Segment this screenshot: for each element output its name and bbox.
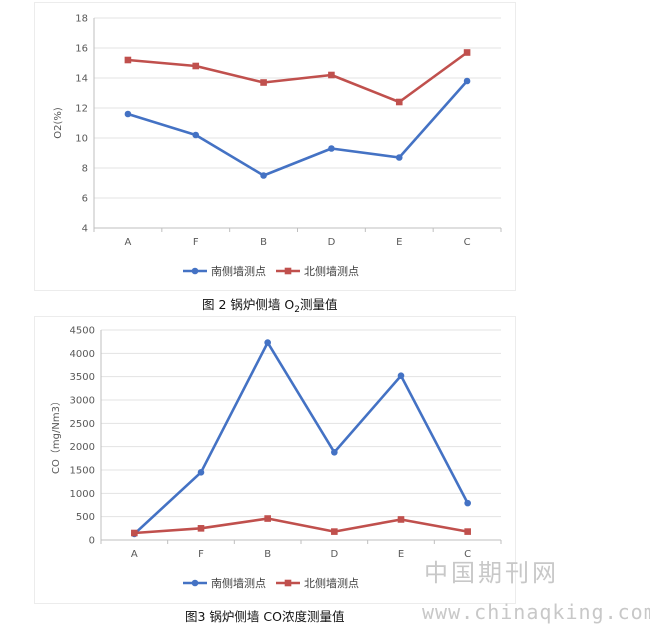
y-tick-label: 1000 bbox=[70, 489, 95, 500]
series-1-point bbox=[331, 448, 338, 456]
watermark-chinese: 中国期刊网 bbox=[424, 559, 559, 587]
figure-2-caption-subscript: 2 bbox=[294, 305, 300, 315]
y-tick-label: 14 bbox=[75, 74, 88, 85]
series-1-point bbox=[260, 172, 267, 179]
x-tick-label: E bbox=[396, 237, 402, 248]
o2-chart-svg: 4 6 8 10 12 14 16 18 A F B D E C O2(%) 南侧墙测点 北侧墙测点 bbox=[53, 14, 502, 278]
series-1-point bbox=[192, 131, 200, 139]
x-tick-label: C bbox=[464, 549, 471, 560]
x-tick-label: C bbox=[464, 237, 471, 248]
y-tick-label: 16 bbox=[75, 44, 88, 55]
y-tick-label: 12 bbox=[75, 104, 88, 115]
y-tick-label: 4500 bbox=[70, 326, 95, 337]
series-1-point bbox=[197, 469, 205, 476]
y-tick-label: 4 bbox=[82, 224, 88, 235]
x-tick-label: E bbox=[398, 549, 404, 560]
x-tick-label: D bbox=[328, 237, 336, 248]
series-2-point bbox=[463, 49, 471, 56]
series-1-point bbox=[464, 499, 471, 507]
series-1-point bbox=[397, 372, 405, 380]
y-tick-label: 500 bbox=[76, 512, 95, 523]
y-tick-label: 3500 bbox=[70, 372, 95, 383]
y-tick-label: 2500 bbox=[70, 419, 95, 430]
series-2-point bbox=[331, 528, 338, 535]
figure-2-caption-text: 图 2 锅炉侧墙 O bbox=[202, 297, 295, 312]
series-2-point bbox=[260, 79, 267, 86]
y-tick-label: 8 bbox=[82, 164, 88, 175]
legend-marker-2 bbox=[284, 579, 292, 587]
watermark-url: www.chinaqking.com bbox=[422, 600, 650, 624]
legend-label-1: 南侧墙测点 bbox=[211, 576, 266, 590]
series-2-point bbox=[395, 98, 403, 106]
series-2-point bbox=[197, 525, 205, 532]
legend-marker-1 bbox=[191, 579, 199, 587]
y-tick-label: 4000 bbox=[70, 349, 95, 360]
legend-marker-1 bbox=[191, 267, 199, 275]
y-tick-label: 0 bbox=[89, 536, 95, 547]
series-line-2 bbox=[126, 51, 469, 104]
x-tick-label: B bbox=[260, 237, 267, 248]
x-tick-label: D bbox=[330, 549, 338, 560]
figure-2-caption: 图 2 锅炉侧墙 O2测量值 bbox=[202, 294, 338, 315]
x-tick-label: B bbox=[264, 549, 271, 560]
series-1-point bbox=[124, 110, 132, 118]
series-1-point bbox=[395, 154, 403, 161]
legend-label-2: 北侧墙测点 bbox=[304, 264, 359, 278]
series-1-point bbox=[463, 77, 471, 85]
series-line-1 bbox=[133, 341, 469, 536]
series-2-point bbox=[464, 528, 471, 535]
y-tick-label: 18 bbox=[75, 14, 88, 25]
series-2-point bbox=[328, 71, 335, 79]
co-chart: 0 500 1000 1500 2000 2500 3000 3500 4000 4500 A F B D… bbox=[34, 316, 516, 604]
y-tick-label: 1500 bbox=[70, 466, 95, 477]
series-1-point bbox=[328, 145, 335, 152]
x-tick-label: F bbox=[193, 237, 199, 248]
y-axis-label: O2(%) bbox=[53, 107, 64, 139]
series-line-1 bbox=[126, 79, 469, 177]
series-2-point bbox=[264, 515, 271, 522]
series-2-point bbox=[192, 62, 200, 70]
series-2-point bbox=[124, 56, 132, 64]
figure-2-caption-suffix: 测量值 bbox=[299, 297, 338, 312]
x-tick-label: A bbox=[124, 237, 131, 248]
series-1-point bbox=[264, 339, 271, 346]
y-tick-label: 3000 bbox=[70, 396, 95, 407]
y-tick-label: 2000 bbox=[70, 442, 95, 453]
series-2-point bbox=[131, 529, 138, 537]
legend-label-1: 南侧墙测点 bbox=[211, 264, 266, 278]
legend-marker-2 bbox=[284, 267, 292, 275]
figure-3-caption: 图3 锅炉侧墙 CO浓度测量值 bbox=[185, 609, 345, 624]
y-tick-label: 10 bbox=[75, 134, 88, 145]
y-tick-label: 6 bbox=[82, 194, 88, 205]
y-axis-label: CO（mg/Nm3） bbox=[50, 396, 62, 474]
o2-chart: 4 6 8 10 12 14 16 18 A F B D E C O2(%) 南侧墙测点 北侧墙测点 bbox=[34, 2, 516, 291]
x-tick-label: A bbox=[131, 549, 138, 560]
co-chart-svg: 0 500 1000 1500 2000 2500 3000 3500 4000 4500 A F B D… bbox=[50, 326, 502, 590]
legend-label-2: 北侧墙测点 bbox=[304, 576, 359, 590]
series-2-point bbox=[397, 516, 405, 523]
series-line-2 bbox=[133, 517, 469, 535]
x-tick-label: F bbox=[198, 549, 204, 560]
